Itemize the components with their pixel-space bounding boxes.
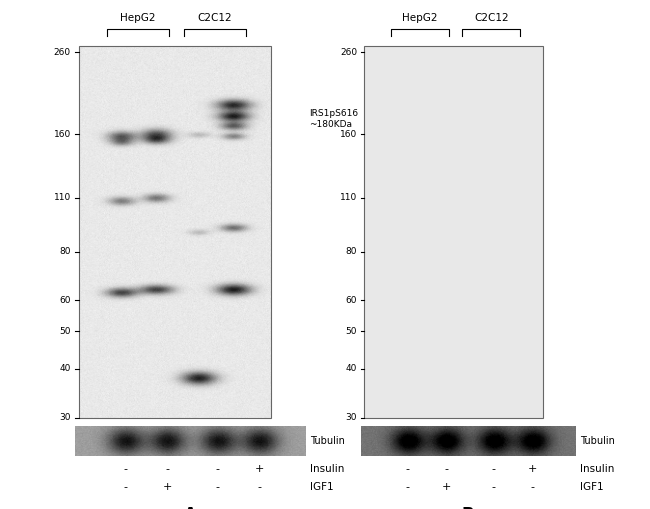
Text: -: -	[165, 464, 169, 474]
Text: +: +	[442, 482, 451, 492]
Text: 40: 40	[346, 364, 358, 374]
Text: 50: 50	[346, 327, 358, 335]
Text: -: -	[124, 464, 127, 474]
Text: 110: 110	[54, 193, 71, 202]
Text: -: -	[445, 464, 448, 474]
Text: 60: 60	[59, 296, 71, 305]
Text: 80: 80	[346, 247, 358, 256]
Text: +: +	[255, 464, 264, 474]
Text: Insulin: Insulin	[310, 464, 345, 474]
Text: -: -	[492, 482, 496, 492]
Text: -: -	[406, 482, 410, 492]
Text: 160: 160	[340, 130, 358, 138]
Text: Tubulin: Tubulin	[580, 436, 614, 446]
Text: -: -	[216, 482, 220, 492]
Text: -: -	[530, 482, 534, 492]
Text: Insulin: Insulin	[580, 464, 614, 474]
Text: 50: 50	[59, 327, 71, 335]
Text: -: -	[216, 464, 220, 474]
Text: -: -	[257, 482, 261, 492]
Text: C2C12: C2C12	[474, 13, 508, 23]
Text: B: B	[462, 506, 474, 509]
Text: 160: 160	[54, 130, 71, 138]
Text: IRS1pS616
~180KDa: IRS1pS616 ~180KDa	[309, 109, 358, 129]
Text: +: +	[528, 464, 537, 474]
Text: 40: 40	[60, 364, 71, 374]
Text: HepG2: HepG2	[402, 13, 437, 23]
Text: 60: 60	[346, 296, 358, 305]
Text: IGF1: IGF1	[580, 482, 603, 492]
Text: Tubulin: Tubulin	[310, 436, 345, 446]
Text: -: -	[124, 482, 127, 492]
Text: HepG2: HepG2	[120, 13, 156, 23]
Text: -: -	[492, 464, 496, 474]
Text: 30: 30	[59, 413, 71, 422]
Text: A: A	[184, 506, 196, 509]
Text: 110: 110	[340, 193, 358, 202]
Text: 260: 260	[340, 47, 358, 56]
Bar	[365, 46, 543, 417]
Text: 30: 30	[346, 413, 358, 422]
Text: C2C12: C2C12	[198, 13, 233, 23]
Text: 80: 80	[59, 247, 71, 256]
Text: 260: 260	[54, 47, 71, 56]
Text: IGF1: IGF1	[310, 482, 333, 492]
Text: +: +	[162, 482, 172, 492]
Bar	[79, 46, 271, 417]
Text: -: -	[406, 464, 410, 474]
